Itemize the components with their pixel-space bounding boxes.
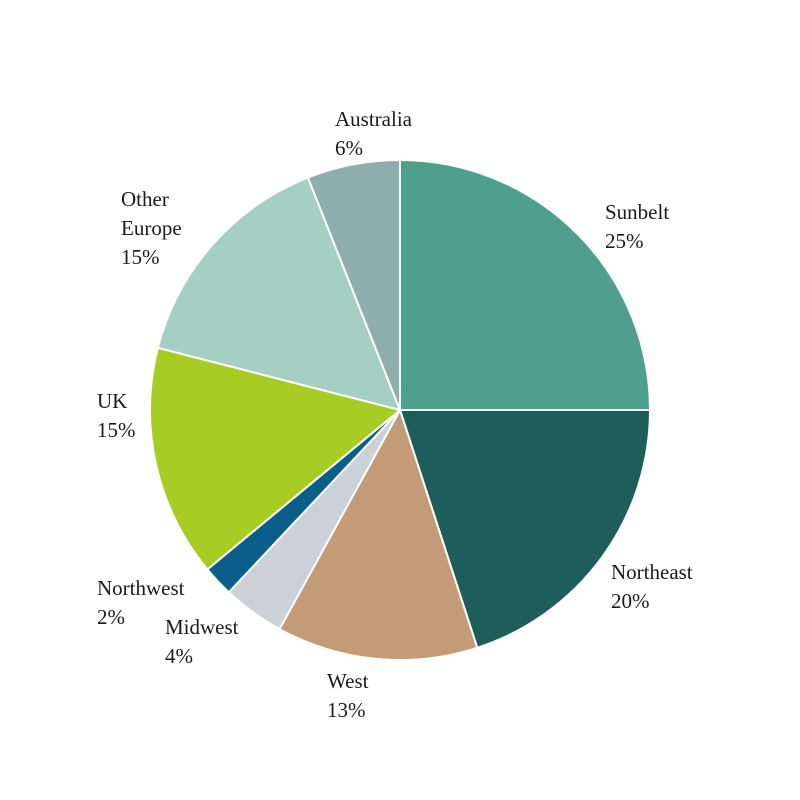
value-label: 13% xyxy=(327,698,366,722)
slice-label: Sunbelt 25% xyxy=(605,198,725,256)
value-label: 15% xyxy=(97,418,136,442)
pie-slice xyxy=(149,346,403,571)
slice-label: Midwest 4% xyxy=(165,613,275,671)
pie-slice xyxy=(278,407,479,661)
category-label: Northeast xyxy=(611,560,693,584)
slice-label: UK 15% xyxy=(97,387,177,445)
pie-slice xyxy=(156,176,402,412)
slice-label: Australia 6% xyxy=(335,105,455,163)
category-label: Sunbelt xyxy=(605,200,670,224)
value-label: 20% xyxy=(611,589,650,613)
category-label: Midwest xyxy=(165,615,239,639)
value-label: 15% xyxy=(121,245,160,269)
value-label: 2% xyxy=(97,605,125,629)
category-label: Northwest xyxy=(97,576,185,600)
slice-label: Northeast 20% xyxy=(611,558,741,616)
value-label: 4% xyxy=(165,644,193,668)
category-label: West xyxy=(327,669,369,693)
pie-slice xyxy=(398,409,652,650)
slice-label: West 13% xyxy=(327,667,427,725)
value-label: 25% xyxy=(605,229,644,253)
slice-label: Northwest 2% xyxy=(97,574,227,632)
value-label: 6% xyxy=(335,136,363,160)
category-label: UK xyxy=(97,389,128,413)
category-label: Other Europe xyxy=(121,187,182,240)
pie-slice xyxy=(306,158,401,411)
category-label: Australia xyxy=(335,107,412,131)
slice-label: Other Europe 15% xyxy=(121,185,211,272)
pie-slice xyxy=(399,158,652,411)
